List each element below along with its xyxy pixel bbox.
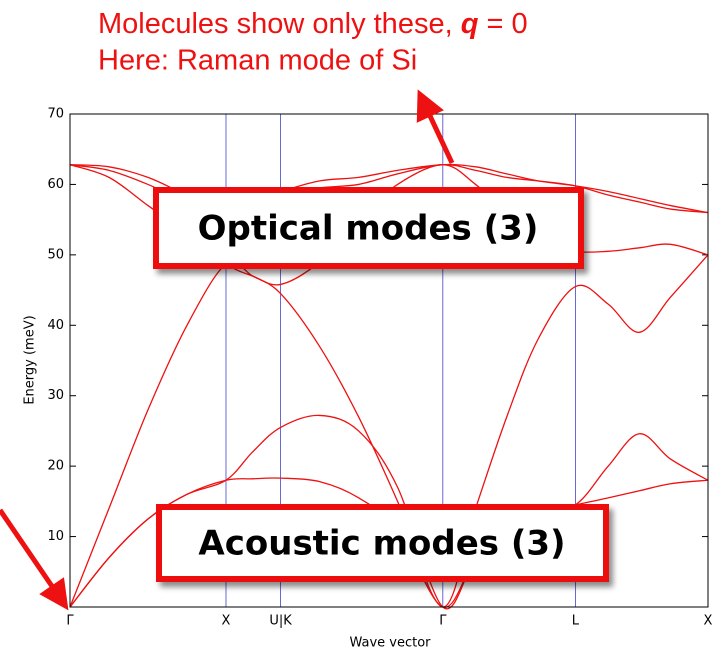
band-line [69, 414, 709, 610]
box-text: Acoustic modes (3) [198, 524, 565, 564]
arrow [416, 89, 455, 165]
x-tick-label: X [704, 614, 713, 629]
y-tick-label: 10 [47, 529, 64, 544]
y-tick-label: 60 [47, 177, 64, 192]
y-axis-label: Energy (meV) [23, 315, 38, 404]
y-tick-label: 20 [47, 459, 64, 474]
x-tick-label: L [572, 614, 580, 629]
band-line [69, 254, 709, 608]
axes-frame [69, 113, 709, 608]
annotation-part: Molecules show only these, [98, 8, 461, 40]
box-text: Optical modes (3) [198, 209, 539, 249]
x-tick-label: Γ [66, 614, 74, 629]
annotation: Molecules show only these, q = 0 [98, 8, 528, 40]
arrow [0, 508, 69, 611]
annotation: Here: Raman mode of Si [98, 45, 417, 77]
label-box [156, 504, 609, 582]
y-tick-label: 70 [47, 107, 64, 122]
y-tick-label: 40 [47, 318, 64, 333]
x-tick-label: Γ [439, 614, 447, 629]
x-tick-label: X [222, 614, 231, 629]
y-tick-label: 50 [47, 247, 64, 262]
x-axis-label: Wave vector [349, 636, 431, 651]
annotation-part: = 0 [478, 8, 527, 40]
x-tick-label: U|K [269, 614, 292, 629]
y-tick-label: 30 [47, 388, 64, 403]
annotation-part: q [461, 8, 479, 40]
label-box [153, 187, 584, 269]
